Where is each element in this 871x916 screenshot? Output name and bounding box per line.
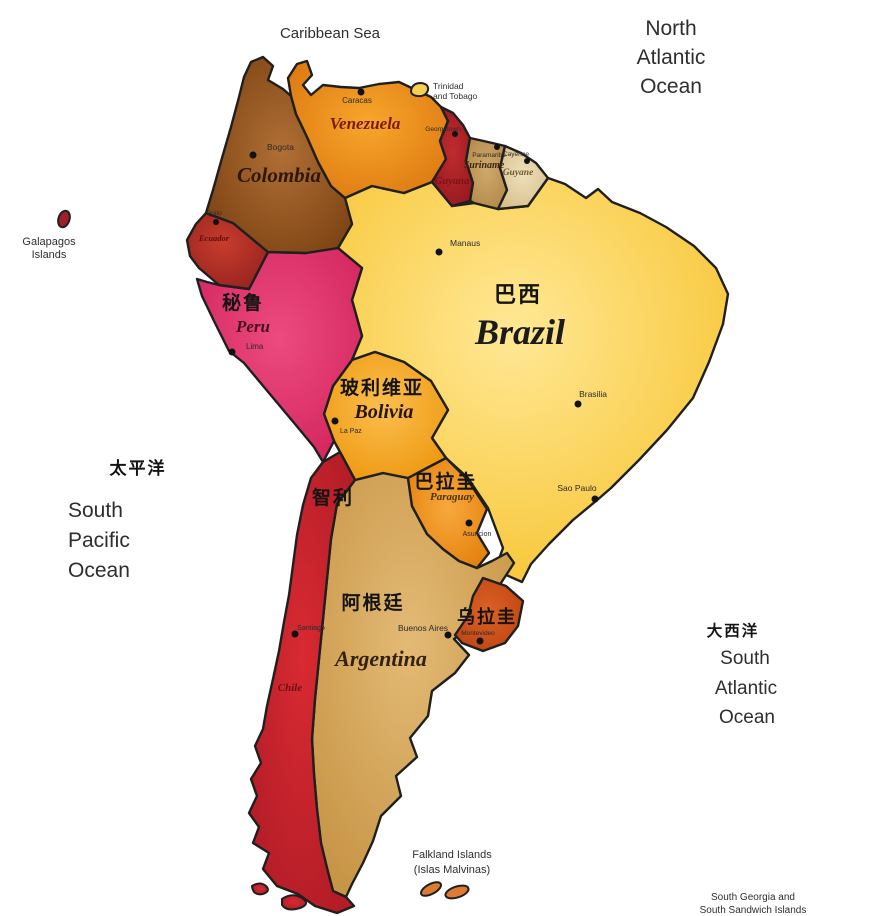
city-dot-la-paz [331,417,339,425]
city-dot-buenos-aires [444,631,452,639]
label-south-atlantic-zh: 大西洋 [707,621,760,640]
label-south-pacific-2: Pacific [68,529,130,552]
tierra-del-fuego-island [281,894,307,911]
label-south-georgia-1: South Georgia and [711,892,795,903]
label-ecuador-en: Ecuador [198,233,230,243]
label-chile-zh: 智利 [312,486,354,509]
city-label-buenos-aires: Buenos Aires [398,623,448,633]
label-argentina-zh: 阿根廷 [341,591,404,614]
label-south-pacific-3: Ocean [68,559,130,582]
city-label-asuncion: Asuncion [463,531,492,538]
city-dot-bogota [249,151,257,159]
city-label-paramaribo: Paramaribo [472,152,506,159]
label-north-atlantic-2: Atlantic [637,46,706,69]
city-dot-lima [228,348,236,356]
label-guyane-en: Guyane [503,168,534,178]
label-galapagos-1: Galapagos [22,236,76,248]
label-argentina-en: Argentina [333,646,427,671]
city-dot-asuncion [465,519,473,527]
city-label-cayenne: Cayenne [503,151,529,158]
label-brazil-en: Brazil [474,312,565,352]
city-label-brasilia: Brasilia [579,389,607,399]
city-dot-montevideo [476,637,484,645]
label-paraguay-zh: 巴拉圭 [414,470,477,493]
country-guyane [496,144,550,211]
city-dot-santiago [291,630,299,638]
city-label-quito: Quito [206,210,222,217]
city-label-caracas: Caracas [342,96,372,105]
country-chile [247,450,357,915]
label-south-pacific-1: South [68,499,123,522]
city-label-sao-paulo: Sao Paulo [557,483,596,493]
label-paraguay-en: Paraguay [430,491,474,503]
label-bolivia-zh: 玻利维亚 [340,376,424,399]
country-colombia [204,55,354,255]
label-galapagos-2: Islands [32,249,67,261]
city-label-manaus: Manaus [450,238,480,248]
label-peru-en: Peru [235,317,270,336]
city-dot-quito [213,219,219,225]
label-south-atlantic-2: Atlantic [715,678,777,699]
city-dot-georgetown [452,131,458,137]
label-caribbean-sea: Caribbean Sea [280,25,381,42]
city-dot-sao-paulo [591,495,599,503]
label-south-georgia-2: South Sandwich Islands [700,905,807,916]
label-bolivia-en: Bolivia [354,401,414,423]
label-peru-zh: 秘鲁 [222,291,264,314]
city-dot-cayenne [524,158,530,164]
label-uruguay-zh: 乌拉圭 [457,606,517,628]
label-trinidad-2: and Tobago [433,91,478,101]
label-brazil-zh: 巴西 [494,283,542,308]
label-falkland-1: Falkland Islands [412,849,492,861]
label-suriname-en: Suriname [464,160,505,171]
city-label-bogota: Bogota [267,142,294,152]
galapagos-island [57,209,71,229]
label-south-pacific-zh: 太平洋 [110,458,167,479]
label-south-atlantic-3: Ocean [719,707,775,728]
city-dot-caracas [357,88,365,96]
label-venezuela-en: Venezuela [330,114,401,133]
falkland-island-east [444,884,470,900]
country-venezuela [286,59,450,200]
city-dot-paramaribo [494,144,500,150]
city-label-la-paz: La Paz [340,428,362,435]
label-north-atlantic-1: North [645,17,696,40]
city-dot-manaus [435,248,443,256]
country-uruguay [453,576,525,653]
label-trinidad-1: Trinidad [433,81,464,91]
city-dot-brasilia [574,400,582,408]
label-colombia-en: Colombia [237,163,321,187]
label-chile-en: Chile [278,682,303,694]
city-label-montevideo: Montevideo [461,630,495,637]
label-guyana-en: Guyana [435,176,469,187]
city-label-georgetown: Georgetown [425,126,461,133]
label-north-atlantic-3: Ocean [640,75,702,98]
city-label-lima: Lima [246,342,264,351]
label-falkland-2: (Islas Malvinas) [414,864,490,876]
label-south-atlantic-1: South [720,648,770,669]
city-label-santiago: Santiago [297,625,325,632]
falkland-island-west [420,881,442,897]
tierra-del-fuego-island-2 [251,882,269,896]
trinidad-island [410,82,430,98]
